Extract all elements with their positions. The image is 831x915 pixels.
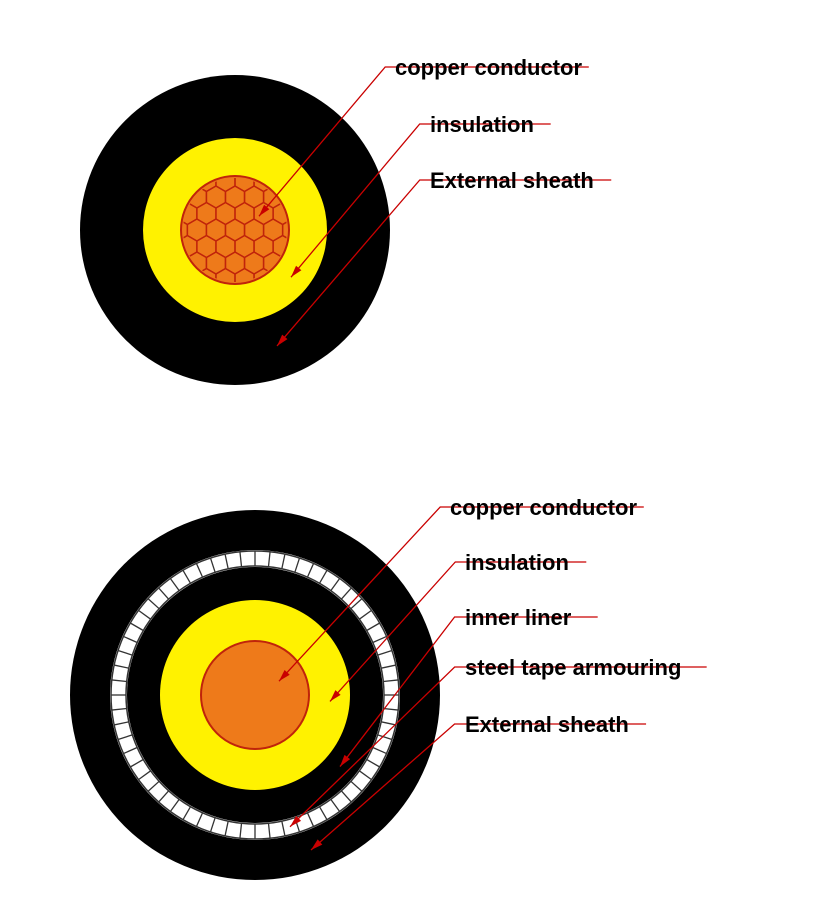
cable2-label-steel_tape_armouring: steel tape armouring: [465, 655, 681, 681]
cable2-leader-external_sheath: [306, 719, 651, 855]
cable1-label-external_sheath: External sheath: [430, 168, 594, 194]
cable1-label-insulation: insulation: [430, 112, 534, 138]
cable2-label-insulation: insulation: [465, 550, 569, 576]
cable2-label-copper_conductor: copper conductor: [450, 495, 637, 521]
cable2-label-external_sheath: External sheath: [465, 712, 629, 738]
cable1-leader-external_sheath: [272, 175, 616, 351]
diagram-canvas: copper conductor insulation External sheat…: [0, 0, 831, 915]
cable1-label-copper_conductor: copper conductor: [395, 55, 582, 81]
cable2-label-inner_liner: inner liner: [465, 605, 571, 631]
